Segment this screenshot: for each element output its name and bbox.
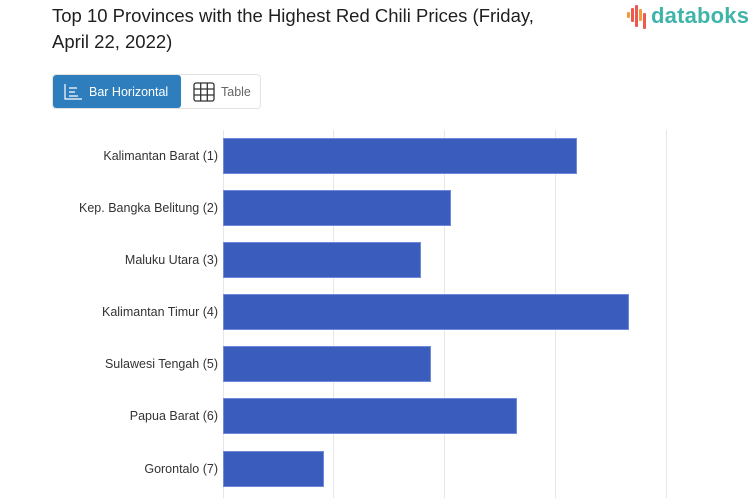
chart-title: Top 10 Provinces with the Highest Red Ch…	[52, 5, 534, 52]
bar[interactable]	[223, 138, 577, 174]
category-label: Kalimantan Timur (4)	[101, 305, 218, 319]
logo-text: databoks	[651, 3, 750, 28]
bar-row: Kalimantan Timur (4)	[0, 294, 753, 330]
category-label: Papua Barat (6)	[129, 409, 218, 423]
bar[interactable]	[223, 398, 517, 434]
bar[interactable]	[223, 242, 421, 278]
category-label: Kalimantan Barat (1)	[103, 149, 218, 163]
table-grid-icon	[193, 81, 215, 102]
category-label: Gorontalo (7)	[144, 462, 218, 476]
bar-row: Kep. Bangka Belitung (2)	[0, 190, 753, 226]
bar[interactable]	[223, 346, 431, 382]
bar-row: Maluku Utara (3)	[0, 242, 753, 278]
bar-chart-horizontal-icon	[63, 83, 83, 101]
bar[interactable]	[223, 190, 451, 226]
gridline	[666, 130, 667, 498]
table-button[interactable]: Table	[181, 75, 251, 108]
category-label: Kep. Bangka Belitung (2)	[79, 201, 218, 215]
bar[interactable]	[223, 294, 629, 330]
bar-chart: Kalimantan Barat (1) Kep. Bangka Belitun…	[0, 128, 753, 498]
bar-row: Sulawesi Tengah (5)	[0, 346, 753, 382]
category-label: Sulawesi Tengah (5)	[104, 357, 218, 371]
databoks-logo[interactable]: databoks	[626, 2, 749, 30]
bar-horizontal-label: Bar Horizontal	[89, 84, 169, 99]
bar-row: Papua Barat (6)	[0, 398, 753, 434]
category-label: Maluku Utara (3)	[124, 253, 218, 267]
table-label: Table	[221, 84, 251, 99]
bar-row: Gorontalo (7)	[0, 451, 753, 487]
bar[interactable]	[223, 451, 324, 487]
bar-signal-icon	[626, 3, 650, 29]
bar-horizontal-button[interactable]: Bar Horizontal	[53, 75, 181, 108]
bar-row: Kalimantan Barat (1)	[0, 138, 753, 174]
view-toggle: Bar Horizontal Table	[52, 74, 261, 109]
